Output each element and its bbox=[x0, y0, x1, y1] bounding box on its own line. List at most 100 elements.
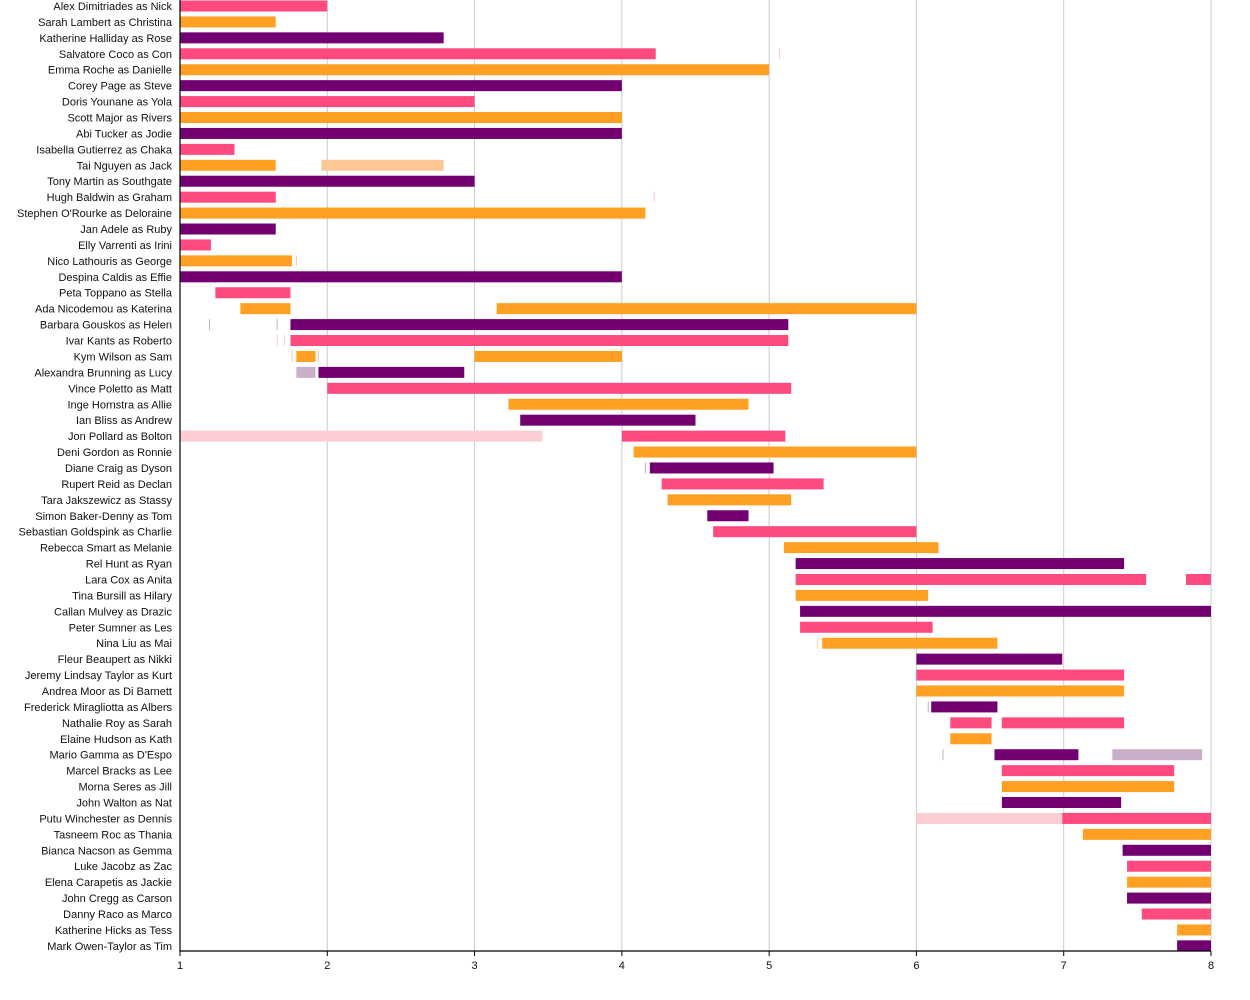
row-label: Kym Wilson as Sam bbox=[74, 351, 172, 363]
appearance-tick bbox=[653, 191, 655, 203]
row-label: John Walton as Nat bbox=[76, 798, 172, 810]
row-label: John Cregg as Carson bbox=[62, 893, 172, 905]
bar bbox=[795, 573, 1147, 585]
bar bbox=[508, 398, 749, 410]
x-tick-label: 7 bbox=[1061, 960, 1067, 972]
row-label: Corey Page as Steve bbox=[68, 81, 172, 93]
row-label: Stephen O'Rourke as Deloraine bbox=[17, 208, 172, 220]
bar bbox=[180, 191, 276, 203]
row-label: Hugh Baldwin as Graham bbox=[47, 192, 172, 204]
bar bbox=[1001, 781, 1175, 793]
row-label: Danny Raco as Marco bbox=[63, 909, 172, 921]
bar bbox=[621, 430, 786, 442]
row-label: Luke Jacobz as Zac bbox=[74, 861, 172, 873]
x-tick-label: 2 bbox=[324, 960, 330, 972]
appearance-tick bbox=[644, 462, 646, 474]
bar bbox=[1177, 940, 1211, 952]
row-label: Elly Varrenti as Irini bbox=[78, 240, 172, 252]
x-axis: 1 2 3 4 5 6 7 8 bbox=[177, 0, 1214, 972]
bar bbox=[180, 32, 444, 44]
row-label: Alex Dimitriades as Nick bbox=[53, 1, 172, 13]
row-label: Mario Gamma as D'Espo bbox=[49, 750, 172, 762]
row-label: Salvatore Coco as Con bbox=[59, 49, 172, 61]
bar bbox=[215, 287, 291, 299]
row-label: Fleur Beaupert as Nikki bbox=[58, 654, 172, 666]
bar bbox=[950, 733, 992, 745]
row-label: Frederick Miragliotta as Albers bbox=[24, 702, 172, 714]
bar bbox=[795, 589, 929, 601]
row-label: Rebecca Smart as Melanie bbox=[40, 543, 172, 555]
row-label: Tina Bursill as Hilary bbox=[72, 590, 172, 602]
row-label: Jan Adele as Ruby bbox=[80, 224, 172, 236]
row-label: Sebastian Goldspink as Charlie bbox=[19, 527, 172, 539]
gridlines bbox=[326, 0, 1212, 951]
bar bbox=[290, 319, 789, 331]
bar bbox=[1001, 717, 1125, 729]
bar bbox=[180, 271, 622, 283]
x-tick-label: 4 bbox=[619, 960, 625, 972]
bar bbox=[795, 558, 1125, 570]
bar bbox=[633, 446, 917, 458]
bar bbox=[180, 175, 475, 187]
bar bbox=[661, 478, 824, 490]
x-tick-label: 6 bbox=[913, 960, 919, 972]
bar bbox=[800, 621, 933, 633]
row-label: Abi Tucker as Jodie bbox=[76, 128, 172, 140]
x-tick-label: 3 bbox=[472, 960, 478, 972]
row-label: Emma Roche as Danielle bbox=[48, 65, 172, 77]
row-label: Jon Pollard as Bolton bbox=[68, 431, 172, 443]
row-label: Lara Cox as Anita bbox=[85, 574, 173, 586]
bar bbox=[180, 112, 622, 124]
appearance-tick bbox=[295, 255, 297, 267]
bar bbox=[180, 48, 656, 60]
row-label: Callan Mulvey as Drazic bbox=[54, 606, 172, 618]
row-label: Ivar Kants as Roberto bbox=[66, 336, 172, 348]
row-label: Sarah Lambert as Christina bbox=[38, 17, 173, 29]
bar bbox=[180, 96, 475, 108]
bar bbox=[1082, 828, 1211, 840]
bar bbox=[1127, 892, 1211, 904]
bar bbox=[180, 0, 328, 12]
row-label: Isabella Gutierrez as Chaka bbox=[36, 144, 173, 156]
row-label: Mark Owen-Taylor as Tim bbox=[47, 941, 172, 953]
row-label: Ada Nicodemou as Katerina bbox=[35, 304, 173, 316]
appearance-tick bbox=[317, 350, 319, 362]
row-label: Andrea Moor as Di Barnett bbox=[42, 686, 172, 698]
bar bbox=[649, 462, 774, 474]
bar bbox=[327, 382, 792, 394]
row-label: Katherine Hicks as Tess bbox=[55, 925, 173, 937]
row-label: Peta Toppano as Stella bbox=[59, 288, 173, 300]
row-label: Ian Bliss as Andrew bbox=[76, 415, 172, 427]
bar bbox=[496, 303, 917, 315]
row-label: Marcel Bracks as Lee bbox=[66, 766, 172, 778]
bar bbox=[1001, 797, 1122, 808]
row-label: Elena Carapetis as Jackie bbox=[45, 877, 172, 889]
bar bbox=[713, 526, 917, 538]
row-label: Jeremy Lindsay Taylor as Kurt bbox=[25, 670, 172, 682]
row-label: Tai Nguyen as Jack bbox=[77, 160, 173, 172]
bar bbox=[180, 127, 622, 139]
bar bbox=[180, 143, 235, 155]
row-label: Tasneem Roc as Thania bbox=[54, 829, 173, 841]
bar bbox=[1177, 924, 1211, 936]
x-tick-label: 1 bbox=[177, 960, 183, 972]
bar bbox=[180, 159, 276, 171]
appearance-tick bbox=[291, 350, 293, 362]
row-label: Tony Martin as Southgate bbox=[47, 176, 172, 188]
row-label: Despina Caldis as Effie bbox=[58, 272, 172, 284]
row-label: Tara Jakszewicz as Stassy bbox=[41, 495, 172, 507]
bar bbox=[240, 303, 291, 315]
row-label: Elaine Hudson as Kath bbox=[60, 734, 172, 746]
row-label: Doris Younane as Yola bbox=[62, 97, 173, 109]
bar bbox=[822, 637, 998, 649]
bar bbox=[800, 605, 1211, 617]
appearance-tick bbox=[817, 637, 819, 649]
bar bbox=[1122, 844, 1211, 856]
bar bbox=[994, 749, 1079, 761]
row-label: Rel Hunt as Ryan bbox=[86, 559, 172, 571]
bars bbox=[180, 0, 1211, 952]
row-label: Inge Hornstra as Allie bbox=[67, 399, 172, 411]
bar bbox=[180, 80, 622, 92]
row-label: Nico Lathouris as George bbox=[47, 256, 172, 268]
row-label: Deni Gordon as Ronnie bbox=[57, 447, 172, 459]
